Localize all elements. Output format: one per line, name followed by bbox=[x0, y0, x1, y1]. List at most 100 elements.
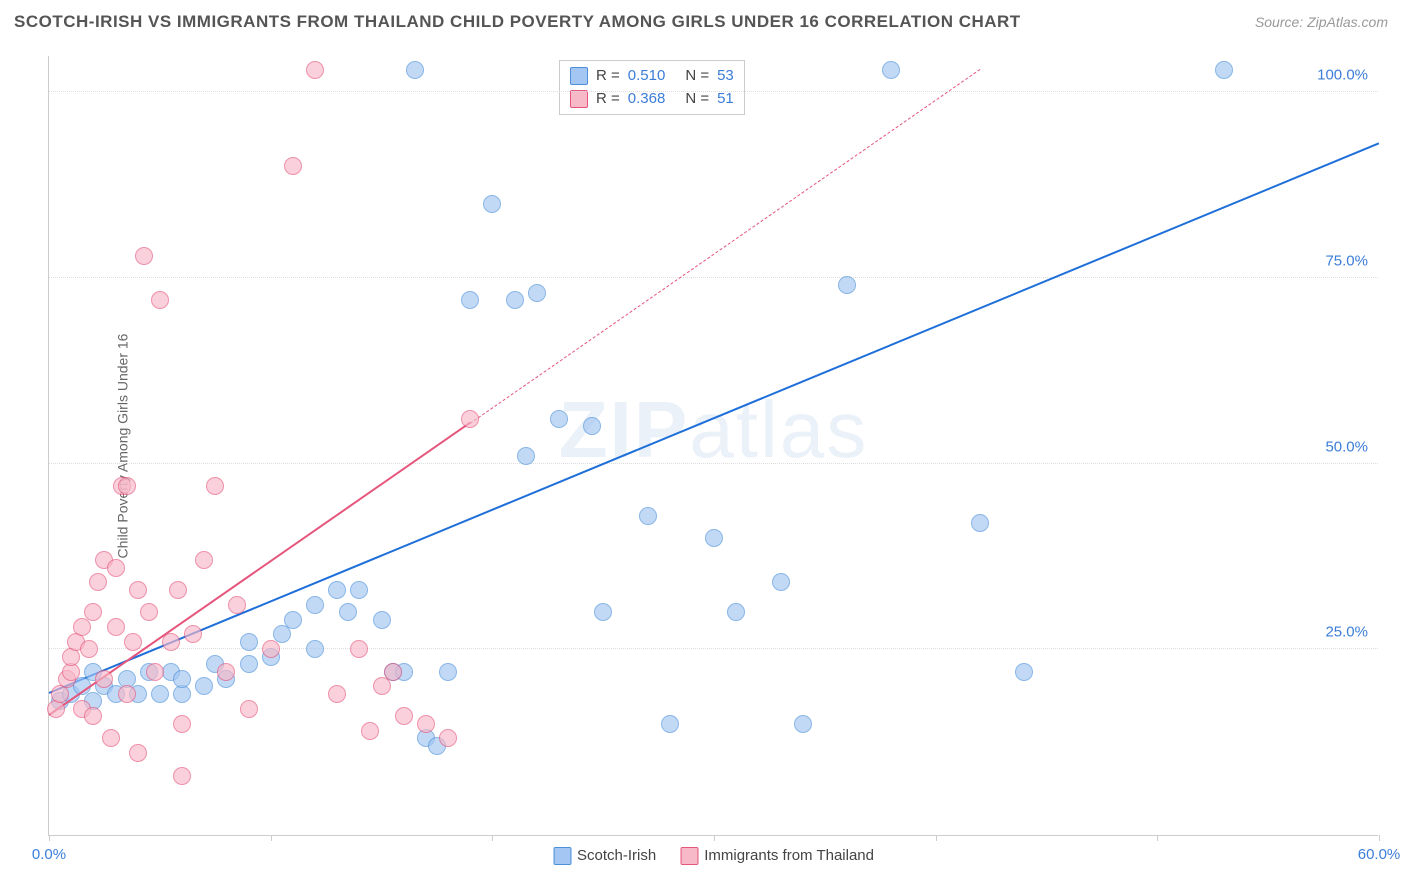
data-point bbox=[169, 581, 187, 599]
x-tick bbox=[936, 835, 937, 841]
data-point bbox=[306, 640, 324, 658]
data-point bbox=[417, 715, 435, 733]
data-point bbox=[284, 157, 302, 175]
data-point bbox=[583, 417, 601, 435]
data-point bbox=[439, 663, 457, 681]
data-point bbox=[206, 477, 224, 495]
data-point bbox=[284, 611, 302, 629]
data-point bbox=[151, 291, 169, 309]
data-point bbox=[240, 633, 258, 651]
data-point bbox=[129, 581, 147, 599]
data-point bbox=[95, 670, 113, 688]
data-point bbox=[705, 529, 723, 547]
data-point bbox=[461, 410, 479, 428]
x-tick bbox=[714, 835, 715, 841]
data-point bbox=[184, 625, 202, 643]
gridline bbox=[49, 91, 1378, 92]
data-point bbox=[107, 559, 125, 577]
data-point bbox=[1015, 663, 1033, 681]
y-tick-label: 25.0% bbox=[1325, 624, 1368, 641]
data-point bbox=[594, 603, 612, 621]
legend-swatch bbox=[553, 847, 571, 865]
data-point bbox=[339, 603, 357, 621]
data-point bbox=[328, 581, 346, 599]
x-tick-label: 60.0% bbox=[1358, 846, 1401, 863]
data-point bbox=[102, 729, 120, 747]
x-tick bbox=[492, 835, 493, 841]
data-point bbox=[483, 195, 501, 213]
data-point bbox=[240, 700, 258, 718]
data-point bbox=[461, 291, 479, 309]
source-label: Source: ZipAtlas.com bbox=[1255, 14, 1388, 30]
legend-n-label: N = bbox=[685, 65, 709, 88]
data-point bbox=[306, 596, 324, 614]
data-point bbox=[162, 633, 180, 651]
data-point bbox=[73, 618, 91, 636]
data-point bbox=[328, 685, 346, 703]
x-tick bbox=[1157, 835, 1158, 841]
data-point bbox=[84, 603, 102, 621]
data-point bbox=[661, 715, 679, 733]
legend-r-value: 0.510 bbox=[628, 65, 666, 88]
series-name: Scotch-Irish bbox=[577, 847, 656, 864]
gridline bbox=[49, 277, 1378, 278]
regression-line bbox=[49, 142, 1380, 694]
data-point bbox=[350, 640, 368, 658]
data-point bbox=[373, 677, 391, 695]
x-tick bbox=[49, 835, 50, 841]
data-point bbox=[228, 596, 246, 614]
data-point bbox=[80, 640, 98, 658]
data-point bbox=[838, 276, 856, 294]
data-point bbox=[140, 603, 158, 621]
data-point bbox=[506, 291, 524, 309]
data-point bbox=[406, 61, 424, 79]
data-point bbox=[439, 729, 457, 747]
data-point bbox=[550, 410, 568, 428]
data-point bbox=[107, 618, 125, 636]
regression-line bbox=[470, 69, 980, 424]
correlation-legend: R = 0.510 N = 53 R = 0.368 N = 51 bbox=[559, 60, 745, 115]
data-point bbox=[89, 573, 107, 591]
legend-n-value: 53 bbox=[717, 65, 734, 88]
gridline bbox=[49, 463, 1378, 464]
data-point bbox=[373, 611, 391, 629]
data-point bbox=[118, 685, 136, 703]
y-tick-label: 75.0% bbox=[1325, 252, 1368, 269]
x-tick-label: 0.0% bbox=[32, 846, 66, 863]
data-point bbox=[772, 573, 790, 591]
data-point bbox=[84, 707, 102, 725]
data-point bbox=[384, 663, 402, 681]
data-point bbox=[350, 581, 368, 599]
legend-row: R = 0.510 N = 53 bbox=[570, 65, 734, 88]
data-point bbox=[361, 722, 379, 740]
data-point bbox=[395, 707, 413, 725]
data-point bbox=[517, 447, 535, 465]
data-point bbox=[118, 477, 136, 495]
y-tick-label: 50.0% bbox=[1325, 438, 1368, 455]
data-point bbox=[727, 603, 745, 621]
data-point bbox=[528, 284, 546, 302]
data-point bbox=[882, 61, 900, 79]
legend-swatch bbox=[570, 67, 588, 85]
data-point bbox=[240, 655, 258, 673]
x-tick bbox=[1379, 835, 1380, 841]
data-point bbox=[195, 551, 213, 569]
data-point bbox=[124, 633, 142, 651]
series-legend-item: Scotch-Irish bbox=[553, 847, 656, 865]
data-point bbox=[173, 670, 191, 688]
legend-swatch bbox=[680, 847, 698, 865]
data-point bbox=[262, 640, 280, 658]
series-legend: Scotch-IrishImmigrants from Thailand bbox=[553, 847, 874, 865]
chart-title: SCOTCH-IRISH VS IMMIGRANTS FROM THAILAND… bbox=[14, 12, 1021, 32]
data-point bbox=[146, 663, 164, 681]
data-point bbox=[135, 247, 153, 265]
data-point bbox=[173, 767, 191, 785]
y-tick-label: 100.0% bbox=[1317, 67, 1368, 84]
plot-area: ZIPatlas R = 0.510 N = 53 R = 0.368 N = … bbox=[48, 56, 1378, 836]
data-point bbox=[195, 677, 213, 695]
data-point bbox=[173, 715, 191, 733]
data-point bbox=[217, 663, 235, 681]
data-point bbox=[971, 514, 989, 532]
data-point bbox=[129, 744, 147, 762]
data-point bbox=[151, 685, 169, 703]
